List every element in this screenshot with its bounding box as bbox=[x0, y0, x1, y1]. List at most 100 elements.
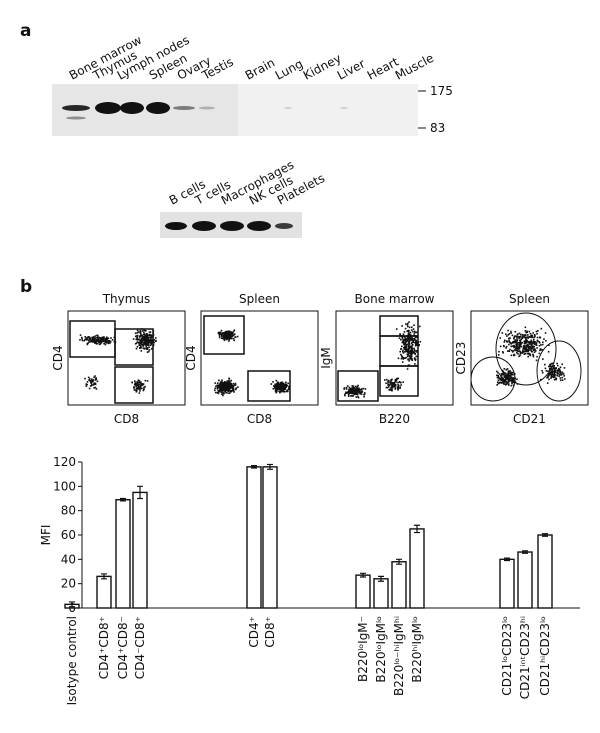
event-dot bbox=[505, 345, 508, 348]
event-dot bbox=[137, 386, 140, 389]
event-dot bbox=[538, 341, 540, 343]
x-tick-label: CD21ⁱⁿᵗCD23ʰⁱ bbox=[518, 616, 532, 699]
x-axis-title: B220 bbox=[379, 412, 410, 426]
error-bar bbox=[360, 572, 366, 578]
event-dot bbox=[360, 391, 362, 394]
event-dot bbox=[85, 383, 88, 385]
bar bbox=[373, 578, 389, 609]
error-bar bbox=[542, 533, 548, 537]
event-dot bbox=[408, 338, 411, 341]
event-dot bbox=[508, 384, 510, 386]
event-dot bbox=[106, 342, 108, 344]
event-dot bbox=[559, 366, 562, 369]
event-dot bbox=[101, 340, 104, 342]
event-dot bbox=[532, 332, 534, 334]
event-dot bbox=[551, 372, 554, 375]
event-dot bbox=[526, 330, 528, 333]
event-dot bbox=[283, 391, 286, 393]
event-dot bbox=[148, 331, 151, 334]
event-dot bbox=[409, 355, 412, 358]
event-dot bbox=[538, 352, 541, 355]
gate bbox=[114, 366, 154, 404]
lane-label: Muscle bbox=[393, 51, 436, 83]
event-dot bbox=[512, 373, 514, 376]
event-dot bbox=[413, 349, 416, 351]
event-dot bbox=[555, 367, 557, 369]
event-dot bbox=[501, 380, 504, 382]
event-dot bbox=[135, 347, 138, 350]
event-dot bbox=[234, 336, 237, 338]
event-dot bbox=[531, 350, 534, 353]
event-dot bbox=[415, 336, 417, 339]
event-dot bbox=[98, 340, 100, 343]
event-dot bbox=[144, 379, 147, 382]
event-dot bbox=[499, 337, 502, 339]
event-dot bbox=[139, 347, 141, 350]
event-dot bbox=[410, 353, 413, 356]
event-dot bbox=[540, 327, 543, 330]
event-dot bbox=[357, 396, 360, 399]
event-dot bbox=[352, 390, 354, 393]
event-dot bbox=[218, 335, 221, 337]
event-dot bbox=[100, 341, 103, 344]
event-dot bbox=[503, 379, 506, 381]
event-dot bbox=[405, 350, 408, 353]
event-dot bbox=[224, 385, 226, 387]
event-dot bbox=[546, 382, 549, 384]
event-dot bbox=[415, 355, 417, 358]
event-dot bbox=[400, 384, 402, 386]
event-dot bbox=[550, 377, 552, 379]
event-dot bbox=[390, 386, 393, 389]
event-dot bbox=[345, 386, 348, 389]
event-dot bbox=[409, 336, 411, 339]
event-dot bbox=[136, 345, 139, 348]
event-dot bbox=[277, 382, 280, 385]
band bbox=[340, 107, 348, 109]
event-dot bbox=[111, 339, 114, 341]
event-dot bbox=[135, 387, 138, 390]
event-dot bbox=[518, 347, 521, 350]
event-dot bbox=[413, 357, 416, 359]
event-dot bbox=[221, 387, 224, 390]
event-dot bbox=[228, 377, 230, 380]
event-dot bbox=[219, 331, 222, 334]
event-dot bbox=[225, 333, 228, 335]
event-dot bbox=[89, 380, 92, 382]
event-dot bbox=[563, 375, 565, 377]
event-dot bbox=[356, 385, 359, 388]
event-dot bbox=[351, 395, 354, 397]
event-dot bbox=[282, 389, 285, 391]
event-dot bbox=[230, 332, 232, 335]
event-dot bbox=[227, 332, 229, 335]
event-dot bbox=[533, 334, 536, 336]
event-dot bbox=[409, 358, 411, 360]
event-dot bbox=[513, 340, 516, 343]
event-dot bbox=[351, 385, 354, 387]
event-dot bbox=[229, 336, 232, 339]
event-dot bbox=[140, 338, 143, 340]
event-dot bbox=[533, 338, 535, 341]
event-dot bbox=[507, 337, 510, 340]
event-dot bbox=[536, 347, 538, 349]
event-dot bbox=[497, 374, 499, 377]
event-dot bbox=[511, 379, 514, 381]
event-dot bbox=[522, 345, 525, 347]
event-dot bbox=[93, 339, 95, 341]
event-dot bbox=[406, 339, 409, 342]
event-dot bbox=[507, 375, 509, 378]
event-dot bbox=[549, 363, 551, 366]
event-dot bbox=[505, 377, 507, 379]
event-dot bbox=[511, 351, 514, 353]
event-dot bbox=[504, 333, 507, 336]
event-dot bbox=[541, 371, 544, 374]
event-dot bbox=[546, 376, 548, 379]
event-dot bbox=[533, 343, 536, 346]
event-dot bbox=[220, 329, 223, 332]
event-dot bbox=[516, 347, 519, 350]
event-dot bbox=[215, 385, 217, 388]
event-dot bbox=[524, 334, 526, 336]
x-tick-label: CD4⁺ bbox=[247, 616, 261, 648]
event-dot bbox=[510, 345, 513, 348]
event-dot bbox=[91, 384, 93, 386]
marker-label: 83 bbox=[430, 121, 445, 135]
